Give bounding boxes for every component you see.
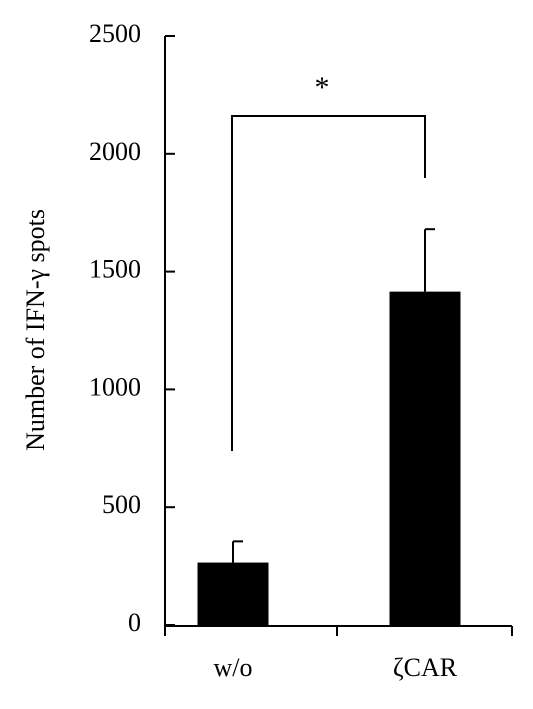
y-axis-label: Number of IFN-γ spots: [21, 209, 50, 451]
bar: [389, 291, 461, 625]
significance-bracket: [231, 115, 426, 451]
y-tick-label: 2500: [89, 19, 141, 48]
y-tick-label: 0: [128, 608, 141, 637]
x-tick-label: ζCAR: [393, 653, 458, 682]
y-tick-label: 500: [102, 490, 141, 519]
bar: [197, 562, 269, 625]
y-tick-label: 2000: [89, 137, 141, 166]
y-tick-label: 1000: [89, 372, 141, 401]
significance-annotation: *: [315, 71, 330, 104]
x-tick-label: w/o: [214, 653, 253, 682]
y-tick-label: 1500: [89, 255, 141, 284]
